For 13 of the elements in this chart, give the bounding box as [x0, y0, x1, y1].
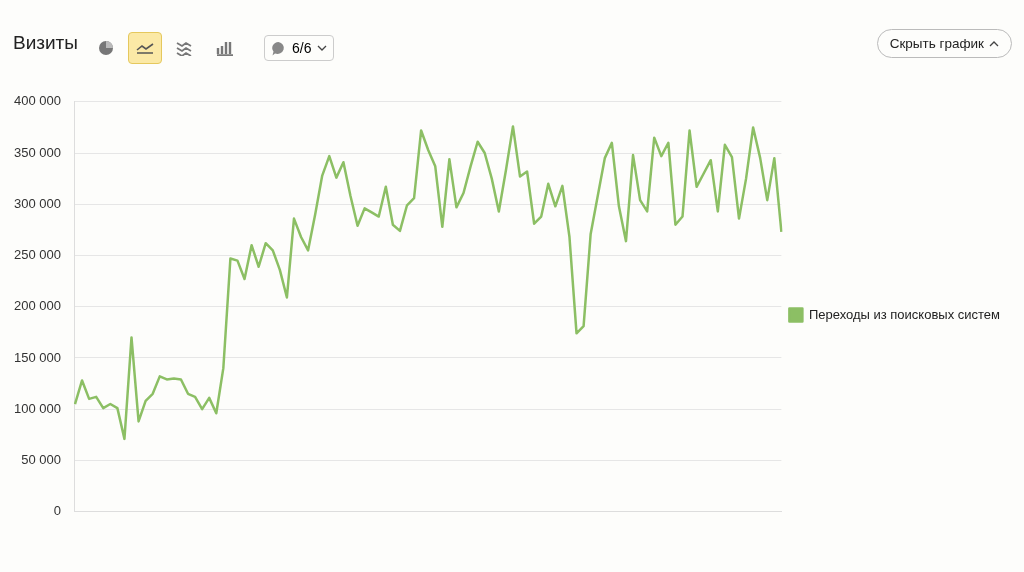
y-tick-label: 200 000: [13, 298, 61, 314]
y-tick-label: 0: [53, 503, 61, 519]
y-tick-label: 50 000: [21, 451, 61, 467]
legend-label: Переходы из поисковых систем: [808, 306, 1001, 322]
comments-dropdown: 6/6: [264, 35, 335, 61]
y-tick-label: 150 000: [13, 349, 61, 365]
y-tick-label: 400 000: [13, 93, 61, 109]
chart-title: Визиты: [13, 32, 78, 54]
y-tick-label: 300 000: [13, 195, 61, 211]
y-tick-label: 350 000: [13, 144, 61, 160]
y-tick-label: 250 000: [13, 247, 61, 263]
text: Скрыть график: [889, 36, 984, 51]
y-tick-label: 100 000: [13, 400, 61, 416]
